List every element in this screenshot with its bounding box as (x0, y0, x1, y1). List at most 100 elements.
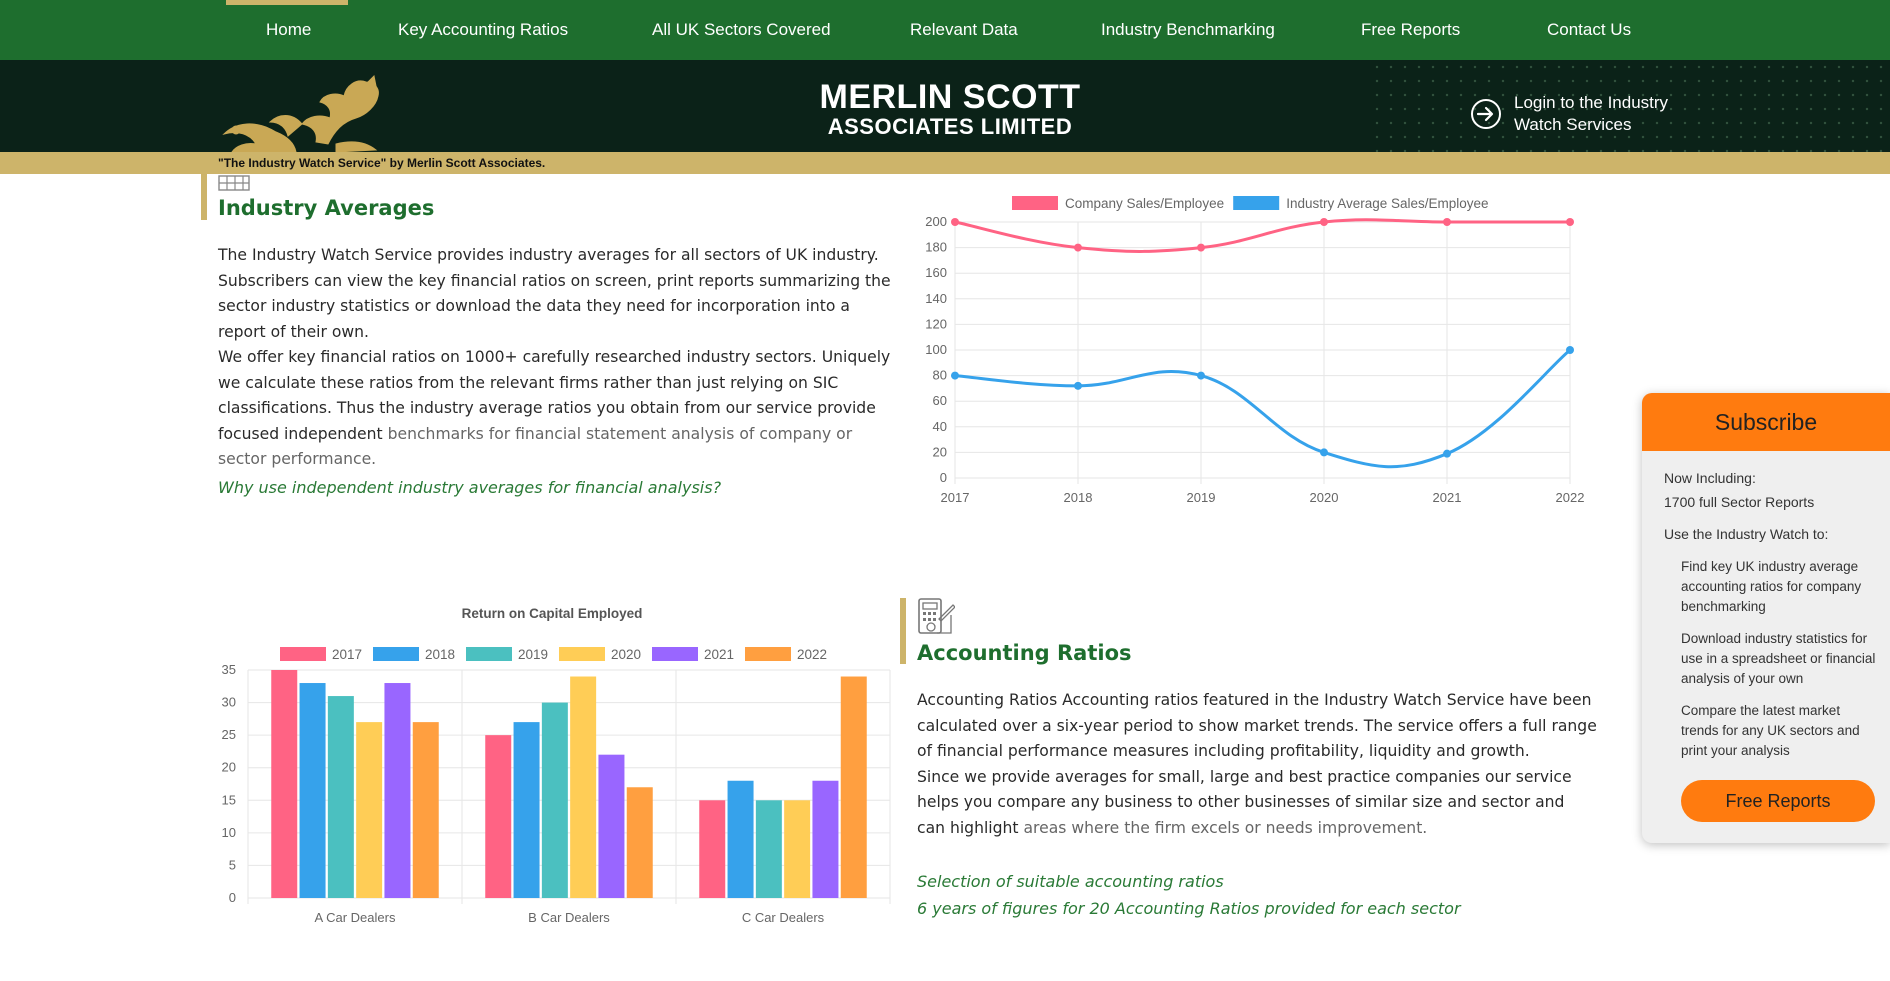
six-years-figures-link[interactable]: 6 years of figures for 20 Accounting Rat… (917, 899, 1461, 918)
subscribe-benefits-list: Find key UK industry average accounting … (1664, 557, 1890, 761)
legend-label: 2017 (332, 647, 362, 662)
data-point (1074, 243, 1082, 252)
y-tick-label: 5 (229, 857, 236, 872)
data-point (1443, 218, 1451, 226)
accounting-ratios-para2: Since we provide averages for small, lar… (917, 767, 1572, 837)
legend-swatch (1012, 196, 1058, 210)
y-tick-label: 0 (229, 890, 236, 905)
section-accent-bar (201, 174, 207, 220)
nav-item-free-reports[interactable]: Free Reports (1361, 20, 1461, 39)
bar (598, 754, 625, 898)
bar (784, 800, 811, 898)
industry-averages-text: The Industry Watch Service provides indu… (218, 243, 894, 473)
bar (626, 787, 653, 898)
brand-name-line2: ASSOCIATES LIMITED (827, 114, 1073, 139)
bar (356, 722, 383, 898)
data-point (1197, 371, 1205, 380)
x-tick-label: 2018 (1064, 490, 1093, 505)
y-tick-label: 180 (925, 240, 947, 255)
brand-title: MERLIN SCOTT ASSOCIATES LIMITED (760, 80, 1140, 138)
legend-label: Industry Average Sales/Employee (1286, 196, 1488, 211)
tagline-bar: "The Industry Watch Service" by Merlin S… (0, 152, 1890, 174)
use-industry-watch-label: Use the Industry Watch to: (1664, 526, 1829, 542)
legend-swatch (559, 647, 605, 661)
decorative-dot-pattern (1370, 60, 1890, 152)
bar (271, 670, 298, 898)
legend-swatch (373, 647, 419, 661)
nav-item-key-accounting-ratios[interactable]: Key Accounting Ratios (398, 20, 569, 39)
login-link[interactable]: Login to the Industry Watch Services (1470, 92, 1668, 136)
why-use-averages-link[interactable]: Why use independent industry averages fo… (218, 478, 722, 497)
bar (412, 722, 439, 898)
roce-bar-chart: Return on Capital Employed 2017 2018 2019 20… (222, 606, 891, 925)
data-point (1074, 381, 1082, 390)
y-tick-label: 60 (933, 393, 947, 408)
x-tick-label: 2020 (1310, 490, 1339, 505)
bar (727, 780, 754, 898)
accounting-ratios-text: Accounting Ratios Accounting ratios feat… (917, 688, 1597, 841)
legend-swatch (745, 647, 791, 661)
legend-label: 2022 (797, 647, 827, 662)
legend-label: 2018 (425, 647, 455, 662)
x-tick-label: C Car Dealers (742, 910, 825, 925)
bar (699, 800, 726, 898)
bar (513, 722, 540, 898)
lion-logo-icon[interactable] (216, 72, 422, 152)
bar (541, 702, 568, 898)
legend-label: 2019 (518, 647, 548, 662)
legend-label: 2020 (611, 647, 641, 662)
brand-name-line1: MERLIN SCOTT (819, 78, 1081, 116)
industry-averages-title: Industry Averages (218, 196, 435, 220)
legend-label: 2021 (704, 647, 734, 662)
series-line (954, 218, 1570, 253)
x-tick-label: A Car Dealers (315, 910, 396, 925)
y-tick-label: 10 (222, 825, 236, 840)
legend-swatch (280, 647, 326, 661)
y-tick-label: 200 (925, 214, 947, 229)
data-point (1320, 448, 1328, 457)
data-point (1197, 243, 1205, 252)
y-tick-label: 20 (222, 760, 236, 775)
nav-item-industry-benchmarking[interactable]: Industry Benchmarking (1101, 20, 1275, 39)
bar (755, 800, 782, 898)
y-tick-label: 15 (222, 792, 236, 807)
section-accent-bar (900, 598, 906, 664)
y-tick-label: 140 (925, 291, 947, 306)
x-tick-label: 2021 (1433, 490, 1462, 505)
x-tick-label: B Car Dealers (528, 910, 610, 925)
y-tick-label: 100 (925, 342, 947, 357)
building-icon (218, 175, 250, 191)
free-reports-button[interactable]: Free Reports (1681, 780, 1875, 822)
accounting-ratios-para1: Accounting Ratios Accounting ratios feat… (917, 691, 1597, 760)
y-tick-label: 120 (925, 316, 947, 331)
data-point (1443, 449, 1451, 458)
login-label: Login to the Industry Watch Services (1514, 93, 1669, 134)
subscribe-title[interactable]: Subscribe (1642, 393, 1890, 451)
data-point (1566, 218, 1574, 226)
nav-item-contact-us[interactable]: Contact Us (1547, 20, 1632, 39)
legend-swatch (466, 647, 512, 661)
data-point (1320, 218, 1328, 226)
nav-item-home[interactable]: Home (266, 20, 312, 39)
legend-swatch (1233, 196, 1280, 210)
tagline: "The Industry Watch Service" by Merlin S… (218, 156, 546, 170)
y-tick-label: 20 (933, 444, 947, 459)
top-nav: Home Key Accounting Ratios All UK Sector… (0, 0, 1890, 60)
bar (299, 683, 326, 898)
data-point (951, 218, 959, 226)
calculator-document-icon (918, 598, 955, 634)
legend-label: Company Sales/Employee (1065, 196, 1224, 211)
bar (812, 780, 839, 898)
suitable-ratios-link[interactable]: Selection of suitable accounting ratios (917, 872, 1224, 891)
x-tick-label: 2019 (1187, 490, 1216, 505)
login-arrow-icon (1471, 99, 1501, 129)
now-including-label: Now Including: (1664, 470, 1756, 486)
data-point (951, 371, 959, 380)
bar (327, 696, 354, 898)
nav-active-indicator (226, 0, 348, 5)
nav-item-all-uk-sectors[interactable]: All UK Sectors Covered (652, 20, 831, 39)
brand-bar: MERLIN SCOTT ASSOCIATES LIMITED (0, 60, 1890, 152)
nav-item-relevant-data[interactable]: Relevant Data (910, 20, 1018, 39)
bar (485, 735, 512, 898)
y-tick-label: 160 (925, 265, 947, 280)
